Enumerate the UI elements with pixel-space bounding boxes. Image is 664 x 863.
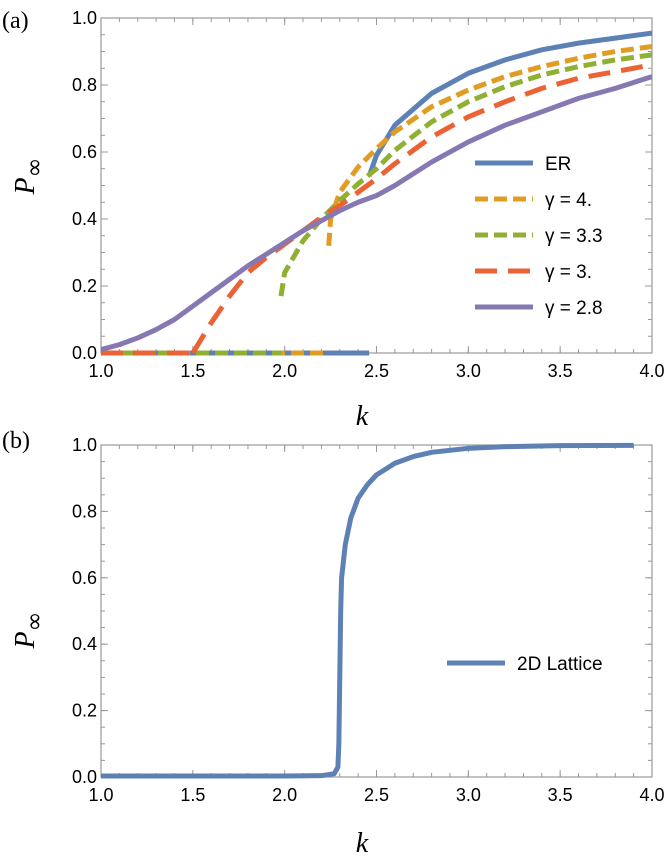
panel-label: (a) [2, 8, 29, 34]
x-tick-label: 3.5 [548, 785, 573, 805]
chart-panel-b: (b) 1.0 1.5 2.0 2.5 3.0 3.5 4.0 0.0 0.2 0.4 0.6 0.8 1… [2, 428, 664, 859]
x-tick-label: 2.0 [272, 361, 297, 381]
x-axis-label: k [356, 828, 369, 859]
legend-label: ER [545, 154, 571, 175]
y-tick-label: 0.2 [72, 276, 97, 296]
legend-entry: 2D Lattice [447, 654, 603, 675]
x-tick-label: 2.5 [364, 361, 389, 381]
y-tick-label: 0.8 [72, 501, 97, 521]
y-axis-label: P∞ [10, 157, 48, 195]
y-tick-label: 1.0 [72, 435, 97, 455]
legend-label: γ = 2.8 [545, 298, 603, 319]
x-tick-label: 2.5 [364, 785, 389, 805]
x-tick-label: 4.0 [639, 361, 664, 381]
legend-label: γ = 3.3 [545, 226, 603, 247]
x-tick-label: 1.0 [88, 785, 113, 805]
legend-label: γ = 3. [545, 262, 592, 283]
x-tick-label: 3.0 [456, 785, 481, 805]
series-line [190, 62, 652, 355]
x-tick-label: 3.5 [548, 361, 573, 381]
y-tick-label: 0.4 [72, 634, 97, 654]
legend-entry: γ = 2.8 [475, 298, 603, 319]
x-tick-label: 2.0 [272, 785, 297, 805]
x-axis-label: k [356, 401, 369, 432]
series-line [101, 442, 634, 779]
series-line [278, 52, 652, 297]
y-tick-label: 0.2 [72, 701, 97, 721]
x-tick-label: 1.5 [180, 361, 205, 381]
y-tick-label: 0.0 [72, 343, 97, 363]
legend-entry: γ = 4. [475, 190, 592, 211]
series-line [101, 74, 652, 353]
chart-panel-a: (a) 1.0 1.5 2.0 2.5 3.0 3.5 4.0 0.0 0.2 0.4 0.6 0.8 1… [2, 8, 664, 432]
y-tick-label: 0.8 [72, 75, 97, 95]
legend-entry: γ = 3. [475, 262, 592, 283]
x-tick-label: 1.5 [180, 785, 205, 805]
y-tick-label: 0.6 [72, 568, 97, 588]
x-tick-label: 1.0 [88, 361, 113, 381]
legend-entry: ER [475, 154, 571, 175]
x-tick-label: 3.0 [456, 361, 481, 381]
legend-entry: γ = 3.3 [475, 226, 603, 247]
legend-label: γ = 4. [545, 190, 592, 211]
plot-frame [100, 444, 653, 778]
y-tick-label: 0.4 [72, 209, 97, 229]
y-tick-label: 0.6 [72, 142, 97, 162]
x-tick-label: 4.0 [639, 785, 664, 805]
y-tick-label: 0.0 [72, 767, 97, 787]
legend-label: 2D Lattice [517, 654, 603, 675]
y-axis-label: P∞ [10, 611, 48, 649]
y-tick-label: 1.0 [72, 8, 97, 28]
panel-label: (b) [2, 428, 30, 454]
series-line [326, 43, 652, 246]
